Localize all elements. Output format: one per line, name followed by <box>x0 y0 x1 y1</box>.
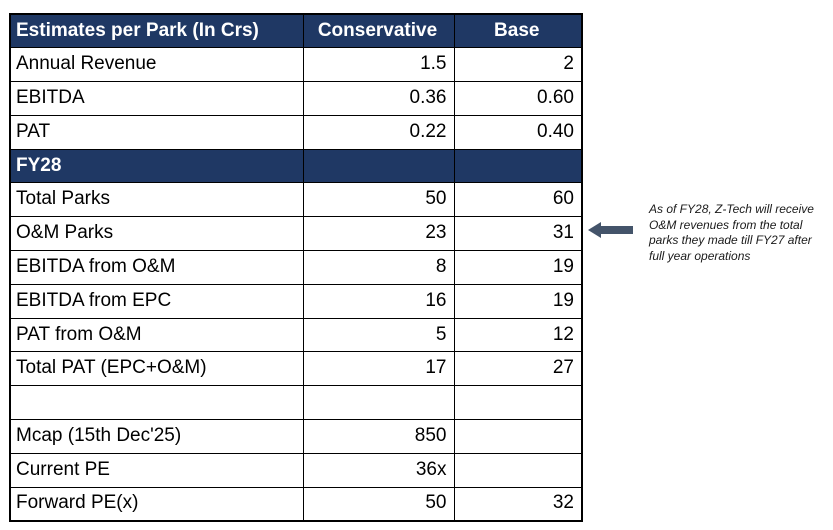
left-arrow-icon <box>588 222 633 238</box>
table-header-row: Estimates per Park (In Crs) Conservative… <box>9 13 583 49</box>
row-label-cell[interactable] <box>9 385 304 421</box>
annotation-line: full year operations <box>649 248 751 263</box>
row-label-cell[interactable]: Total PAT (EPC+O&M) <box>9 351 304 387</box>
row-label-cell[interactable]: Total Parks <box>9 182 304 218</box>
row-label-cell[interactable]: PAT from O&M <box>9 317 304 353</box>
row-ebitda: EBITDA 0.36 0.60 <box>9 81 583 116</box>
row-ebitda-from-om: EBITDA from O&M 8 19 <box>9 250 583 285</box>
row-label-cell[interactable]: Mcap (15th Dec'25) <box>9 419 304 454</box>
conservative-value-cell[interactable]: 8 <box>302 250 455 285</box>
base-value-cell[interactable]: 0.60 <box>453 81 583 116</box>
conservative-value-cell[interactable] <box>302 385 455 421</box>
row-mcap: Mcap (15th Dec'25) 850 <box>9 419 583 454</box>
header-cell-conservative[interactable]: Conservative <box>302 13 455 49</box>
conservative-value-cell[interactable]: 5 <box>302 317 455 353</box>
base-value-cell[interactable] <box>453 452 583 488</box>
conservative-value-cell[interactable]: 23 <box>302 216 455 252</box>
row-pat-from-om: PAT from O&M 5 12 <box>9 317 583 353</box>
row-forward-pe: Forward PE(x) 50 32 <box>9 486 583 522</box>
base-value-cell[interactable]: 0.40 <box>453 114 583 150</box>
row-label-cell[interactable]: O&M Parks <box>9 216 304 252</box>
base-value-cell[interactable] <box>453 419 583 454</box>
conservative-value-cell[interactable]: 0.36 <box>302 81 455 116</box>
row-fy28-section: FY28 <box>9 148 583 184</box>
conservative-value-cell[interactable]: 0.22 <box>302 114 455 150</box>
row-label-cell[interactable]: EBITDA from EPC <box>9 283 304 319</box>
base-value-cell[interactable]: 27 <box>453 351 583 387</box>
row-label-cell[interactable]: PAT <box>9 114 304 150</box>
base-value-cell[interactable]: 12 <box>453 317 583 353</box>
base-value-cell[interactable]: 19 <box>453 283 583 319</box>
row-annual-revenue: Annual Revenue 1.5 2 <box>9 47 583 83</box>
annotation-line: parks they made till FY27 after <box>649 233 812 247</box>
conservative-value-cell[interactable]: 50 <box>302 182 455 218</box>
base-value-cell[interactable]: 31 <box>453 216 583 252</box>
annotation-line: As of FY28, Z-Tech will receive <box>649 202 814 216</box>
conservative-value-cell[interactable]: 1.5 <box>302 47 455 83</box>
conservative-value-cell[interactable]: 16 <box>302 283 455 319</box>
row-om-parks: O&M Parks 23 31 <box>9 216 583 252</box>
annotation-line: O&M revenues from the total <box>649 217 803 232</box>
row-label-cell[interactable]: EBITDA from O&M <box>9 250 304 285</box>
row-label-cell[interactable]: Forward PE(x) <box>9 486 304 522</box>
row-label-cell[interactable]: Annual Revenue <box>9 47 304 83</box>
conservative-value-cell[interactable]: 850 <box>302 419 455 454</box>
row-current-pe: Current PE 36x <box>9 452 583 488</box>
row-ebitda-from-epc: EBITDA from EPC 16 19 <box>9 283 583 319</box>
header-cell-base[interactable]: Base <box>453 13 583 49</box>
row-spacer <box>9 385 583 421</box>
base-value-cell[interactable]: 32 <box>453 486 583 522</box>
conservative-value-cell[interactable]: 17 <box>302 351 455 387</box>
row-label-cell[interactable]: EBITDA <box>9 81 304 116</box>
section-label-cell[interactable]: FY28 <box>9 148 304 184</box>
header-cell-title[interactable]: Estimates per Park (In Crs) <box>9 13 304 49</box>
arrow-head <box>588 222 601 238</box>
arrow-shaft <box>600 226 633 234</box>
row-pat: PAT 0.22 0.40 <box>9 114 583 150</box>
conservative-value-cell[interactable]: 36x <box>302 452 455 488</box>
annotation-note: As of FY28, Z-Tech will receive O&M reve… <box>649 202 833 264</box>
estimates-table: Estimates per Park (In Crs) Conservative… <box>9 13 583 522</box>
row-label-cell[interactable]: Current PE <box>9 452 304 488</box>
row-total-pat: Total PAT (EPC+O&M) 17 27 <box>9 351 583 387</box>
conservative-value-cell[interactable]: 50 <box>302 486 455 522</box>
base-value-cell[interactable]: 60 <box>453 182 583 218</box>
base-value-cell[interactable]: 19 <box>453 250 583 285</box>
conservative-value-cell[interactable] <box>302 148 455 184</box>
base-value-cell[interactable] <box>453 385 583 421</box>
row-total-parks: Total Parks 50 60 <box>9 182 583 218</box>
base-value-cell[interactable]: 2 <box>453 47 583 83</box>
base-value-cell[interactable] <box>453 148 583 184</box>
